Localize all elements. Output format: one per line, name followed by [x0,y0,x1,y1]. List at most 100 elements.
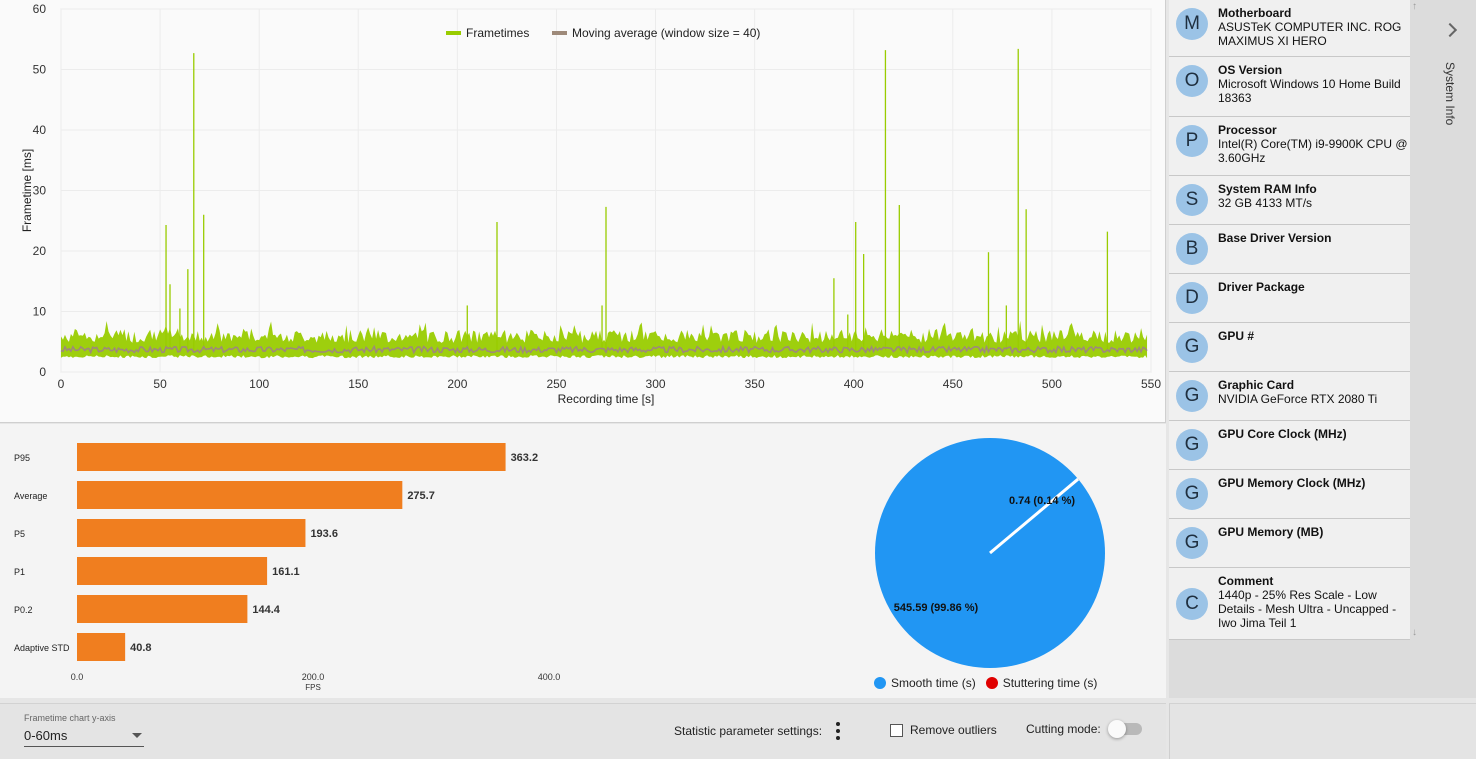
x-tick-label: 0 [58,377,65,391]
system-info-item: G GPU # [1169,323,1410,372]
avatar: G [1176,429,1208,461]
cutting-mode-toggle[interactable] [1107,720,1142,738]
bottom-right-filler [1169,703,1476,759]
x-tick-label: 50 [153,377,167,391]
system-info-item: B Base Driver Version [1169,225,1410,274]
fps-bar [77,595,248,623]
system-info-title: OS Version [1218,63,1283,77]
avatar: C [1176,588,1208,620]
y-tick-label: 30 [33,184,47,198]
avatar: M [1176,8,1208,40]
pie-label-stuttering: 0.74 (0.14 %) [1009,495,1075,507]
system-info-value: NVIDIA GeForce RTX 2080 Ti [1218,392,1378,406]
system-info-value: Microsoft Windows 10 Home Build 18363 [1218,77,1401,105]
remove-outliers-checkbox[interactable] [890,723,903,737]
x-tick-label: 350 [745,377,765,391]
pie-slice-stuttering [990,479,1079,553]
frametimes-legend-label: Frametimes [466,26,529,40]
avatar: D [1176,282,1208,314]
y-axis-range-select[interactable]: Frametime chart y-axis 0-60ms [24,713,144,747]
stuttering-legend-dot [985,677,998,689]
system-info-value: Intel(R) Core(TM) i9-9900K CPU @ 3.60GHz [1218,137,1408,165]
x-axis-title: Recording time [s] [558,392,655,406]
avatar: B [1176,233,1208,265]
y-axis-select-field[interactable]: 0-60ms [24,723,144,747]
system-info-title: GPU # [1218,329,1255,343]
x-tick-label: 250 [546,377,566,391]
bar-category-label: P95 [14,453,30,463]
y-axis-select-caption: Frametime chart y-axis [24,713,116,723]
system-info-title: GPU Core Clock (MHz) [1218,427,1347,441]
smooth-legend-dot [874,677,886,689]
y-tick-label: 10 [33,305,47,319]
system-info-title: Processor [1218,123,1277,137]
statistic-settings: Statistic parameter settings: [674,722,844,740]
legend-item-stuttering: Stuttering time (s) [985,676,1098,690]
avatar: O [1176,65,1208,97]
system-info-item: G GPU Memory Clock (MHz) [1169,470,1410,519]
bar-category-label: P5 [14,529,25,539]
statistic-settings-label: Statistic parameter settings: [674,724,823,738]
avatar: G [1176,478,1208,510]
system-info-item: C Comment 1440p - 25% Res Scale - Low Deta… [1169,568,1410,640]
system-info-title: GPU Memory (MB) [1218,525,1324,539]
system-info-item: G Graphic Card NVIDIA GeForce RTX 2080 Ti [1169,372,1410,421]
pie-label-smooth: 545.59 (99.86 %) [894,602,979,614]
x-tick-label: 100 [249,377,269,391]
x-tick-label: 150 [348,377,368,391]
x-tick-label: 300 [646,377,666,391]
fps-bar [77,557,268,585]
bar-category-label: P1 [14,567,25,577]
bottom-toolbar: Frametime chart y-axis 0-60ms Statistic … [0,703,1166,759]
moving-average-series [60,344,1148,355]
system-info-title: Driver Package [1218,280,1305,294]
y-axis-select-value: 0-60ms [24,728,68,743]
system-info-item: M Motherboard ASUSTeK COMPUTER INC. ROG MA… [1169,0,1410,57]
bar-value-label: 144.4 [252,604,280,616]
fps-bar [77,519,306,547]
bar-category-label: Adaptive STD [14,643,70,653]
system-info-item: D Driver Package [1169,274,1410,323]
dropdown-caret-icon[interactable] [132,733,142,738]
bar-value-label: 275.7 [407,490,435,502]
stuttering-legend-label: Stuttering time (s) [1002,676,1098,690]
x-tick-label: 500 [1042,377,1062,391]
system-info-title: Base Driver Version [1218,231,1332,245]
system-info-title: Comment [1218,574,1274,588]
remove-outliers-option[interactable]: Remove outliers [890,723,997,737]
scroll-down-arrow-icon[interactable]: ↓ [1412,627,1417,638]
bar-value-label: 40.8 [130,642,151,654]
moving-average-legend-label: Moving average (window size = 40) [572,26,760,40]
y-axis-title: Frametime [ms] [20,149,34,232]
more-vert-icon[interactable] [832,722,844,740]
system-info-item: O OS Version Microsoft Windows 10 Home Bui… [1169,57,1410,117]
x-tick-label: 450 [943,377,963,391]
y-tick-label: 40 [33,123,47,137]
pie-slice-separator [989,477,1080,555]
smooth-legend-label: Smooth time (s) [891,676,976,690]
remove-outliers-label[interactable]: Remove outliers [910,723,997,737]
avatar: S [1176,184,1208,216]
system-info-tab[interactable]: System Info [1443,62,1457,126]
bar-axis-tick-label: 0.0 [71,672,84,682]
bar-axis-title: FPS [305,683,321,692]
system-info-item: S System RAM Info 32 GB 4133 MT/s [1169,176,1410,225]
fps-bar [77,481,403,509]
system-info-item: P Processor Intel(R) Core(TM) i9-9900K CPU… [1169,117,1410,176]
fps-bar [77,633,126,661]
y-tick-label: 60 [33,2,47,16]
system-info-value: 1440p - 25% Res Scale - Low Details - Me… [1218,588,1397,630]
statistics-panel: P95 363.2 Average 275.7 P5 193.6 P1 161.1 P0.2 14… [0,424,1166,698]
x-tick-label: 550 [1141,377,1161,391]
avatar: G [1176,331,1208,363]
toggle-knob[interactable] [1107,720,1126,738]
system-info-title: Motherboard [1218,6,1292,20]
avatar: G [1176,527,1208,559]
scroll-up-arrow-icon[interactable]: ↑ [1412,1,1417,12]
y-tick-label: 0 [39,365,46,379]
cutting-mode-label: Cutting mode: [1026,722,1101,736]
fps-bar [77,443,506,471]
frametime-chart-panel: 0 50 100 150 200 250 300 350 400 450 500 550 0 10 20 30… [0,0,1166,423]
system-info-title: GPU Memory Clock (MHz) [1218,476,1366,490]
